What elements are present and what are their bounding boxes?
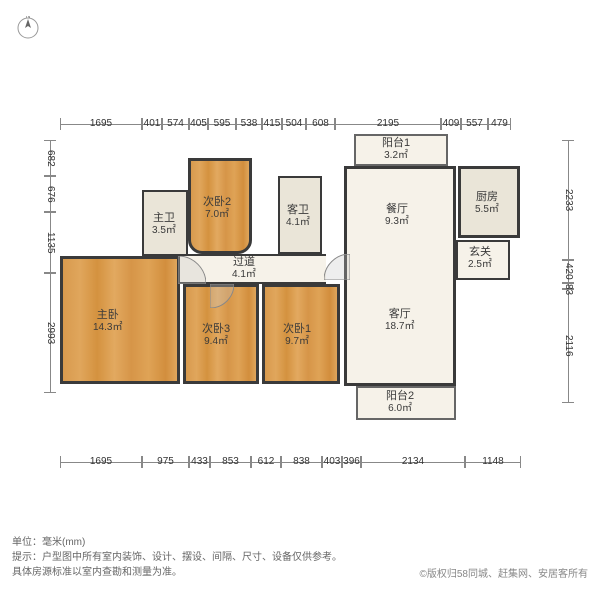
dimension-segment: 405 (189, 118, 208, 130)
footer-note2: 具体房源标准以室内查勘和测量为准。 (12, 565, 342, 580)
label-foyer-area: 2.5㎡ (468, 259, 492, 271)
dimension-segment: 853 (210, 456, 251, 468)
label-master-area: 14.3㎡ (93, 322, 122, 334)
dimensions-top: 1695401574405595538415504608219540955747… (60, 118, 511, 130)
footer-notes: 单位：毫米(mm) 提示：户型图中所有室内装饰、设计、摆设、间隔、尺寸、设备仅供… (12, 535, 342, 580)
copyright-text: ©版权归58同城、赶集网、安居客所有 (420, 565, 589, 580)
dimension-segment: 401 (142, 118, 162, 130)
label-balc2-area: 6.0㎡ (386, 403, 414, 415)
dimension-segment: 433 (189, 456, 210, 468)
label-bed2-name: 次卧2 (203, 196, 231, 209)
label-bed2-area: 7.0㎡ (203, 209, 231, 221)
label-gbath-area: 4.1㎡ (286, 217, 310, 229)
dimension-segment: 682 (44, 140, 56, 176)
dimension-segment: 608 (306, 118, 335, 130)
label-balc2-name: 阳台2 (386, 390, 414, 403)
label-living-name: 客厅 (385, 308, 414, 321)
dimension-segment: 2993 (44, 273, 56, 393)
svg-text:N: N (26, 16, 30, 20)
dimension-segment: 676 (44, 176, 56, 212)
dimension-segment: 838 (281, 456, 322, 468)
dimension-segment: 2233 (562, 140, 574, 260)
dimension-segment: 2134 (361, 456, 465, 468)
label-hall-area: 4.1㎡ (232, 269, 256, 281)
floorplan: 主卧 14.3㎡ 主卫 3.5㎡ 次卧2 7.0㎡ 客卫 4.1㎡ (60, 140, 560, 420)
room-bedroom1: 次卧1 9.7㎡ (262, 284, 340, 384)
label-bed3-name: 次卧3 (202, 323, 230, 336)
label-bed1-area: 9.7㎡ (283, 336, 311, 348)
room-living: 客厅 18.7㎡ (344, 262, 456, 386)
dimension-segment: 574 (162, 118, 189, 130)
dimension-segment: 409 (441, 118, 461, 130)
label-dining-name: 餐厅 (385, 203, 409, 216)
label-gbath-name: 客卫 (286, 204, 310, 217)
dimension-segment: 504 (282, 118, 306, 130)
dimension-segment: 538 (236, 118, 262, 130)
dimension-segment: 403 (322, 456, 342, 468)
room-dining: 餐厅 9.3㎡ (344, 166, 456, 266)
dimension-segment: 1135 (44, 212, 56, 273)
label-mbath-name: 主卫 (152, 212, 176, 225)
dimension-segment: 595 (208, 118, 236, 130)
dimension-segment: 1695 (60, 456, 142, 468)
label-balc1-name: 阳台1 (382, 137, 410, 150)
dimensions-left: 68267611352993 (44, 140, 56, 393)
dimension-segment: 396 (342, 456, 361, 468)
door-arc-icon (324, 254, 350, 280)
footer-unit: 单位：毫米(mm) (12, 535, 342, 550)
dimension-segment: 975 (142, 456, 189, 468)
room-foyer: 玄关 2.5㎡ (456, 240, 510, 280)
dimension-segment: 479 (488, 118, 511, 130)
door-arc-icon (210, 284, 234, 308)
dimension-segment: 2116 (562, 289, 574, 403)
room-kitchen: 厨房 5.5㎡ (458, 166, 520, 238)
dimension-segment: 2195 (335, 118, 441, 130)
dimension-segment: 612 (251, 456, 281, 468)
room-balcony2: 阳台2 6.0㎡ (356, 386, 456, 420)
label-master-name: 主卧 (93, 309, 122, 322)
label-hall-name: 过道 (232, 256, 256, 269)
door-arc-icon (178, 256, 206, 284)
room-guest-bath: 客卫 4.1㎡ (278, 176, 322, 254)
compass-icon: N (16, 16, 40, 40)
label-living-area: 18.7㎡ (385, 321, 414, 333)
dimensions-right: 2233420832116 (562, 140, 574, 403)
label-kitchen-area: 5.5㎡ (475, 204, 499, 216)
label-balc1-area: 3.2㎡ (382, 150, 410, 162)
label-foyer-name: 玄关 (468, 246, 492, 259)
dimension-segment: 420 (562, 260, 574, 283)
label-dining-area: 9.3㎡ (385, 216, 409, 228)
label-mbath-area: 3.5㎡ (152, 225, 176, 237)
dimensions-bottom: 169597543385361283840339621341148 (60, 456, 521, 468)
label-bed1-name: 次卧1 (283, 323, 311, 336)
room-master-bath: 主卫 3.5㎡ (142, 190, 188, 256)
footer-note: 提示：户型图中所有室内装饰、设计、摆设、间隔、尺寸、设备仅供参考。 (12, 550, 342, 565)
label-kitchen-name: 厨房 (475, 191, 499, 204)
label-bed3-area: 9.4㎡ (202, 336, 230, 348)
dimension-segment: 557 (461, 118, 488, 130)
dimension-segment: 1148 (465, 456, 521, 468)
floorplan-canvas: N 16954015744055955384155046082195409557… (0, 0, 600, 600)
room-balcony1: 阳台1 3.2㎡ (354, 134, 448, 166)
dimension-segment: 1695 (60, 118, 142, 130)
dimension-segment: 415 (262, 118, 282, 130)
room-bedroom2: 次卧2 7.0㎡ (188, 158, 252, 254)
room-master-bedroom: 主卧 14.3㎡ (60, 256, 180, 384)
